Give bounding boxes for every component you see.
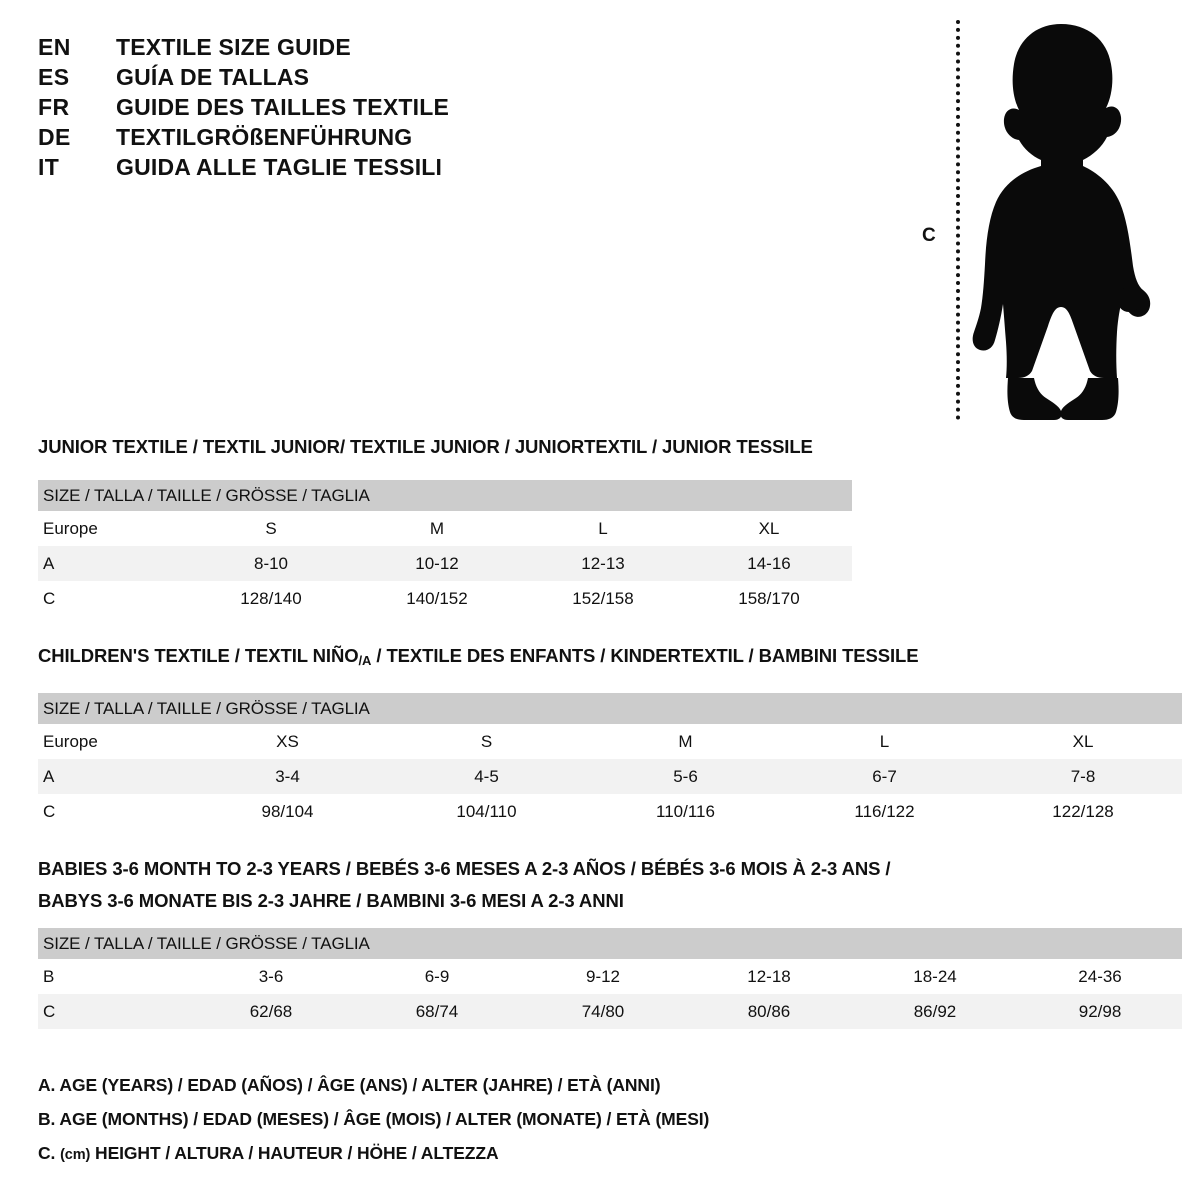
table-band-row: SIZE / TALLA / TAILLE / GRÖSSE / TAGLIA bbox=[38, 480, 852, 511]
row-label: C bbox=[38, 994, 188, 1029]
row-label: A bbox=[38, 546, 188, 581]
legend-line-b: B. AGE (MONTHS) / EDAD (MESES) / ÂGE (MO… bbox=[38, 1109, 710, 1129]
table-cell: 86/92 bbox=[852, 994, 1018, 1029]
table-cell: 116/122 bbox=[785, 794, 984, 829]
language-row: FR GUIDE DES TAILLES TEXTILE bbox=[38, 92, 738, 122]
table-cell: 18-24 bbox=[852, 959, 1018, 994]
table-cell: 12-13 bbox=[520, 546, 686, 581]
table-row: B 3-6 6-9 9-12 12-18 18-24 24-36 bbox=[38, 959, 1183, 994]
legend-line-c-pre: C. bbox=[38, 1143, 61, 1163]
table-cell: 98/104 bbox=[188, 794, 387, 829]
section-title-children-sub: /A bbox=[358, 653, 372, 668]
table-cell: 6-7 bbox=[785, 759, 984, 794]
language-code-en: EN bbox=[38, 34, 71, 60]
table-row: C 62/68 68/74 74/80 80/86 86/92 92/98 bbox=[38, 994, 1183, 1029]
table-cell: 158/170 bbox=[686, 581, 852, 616]
legend-line-a: A. AGE (YEARS) / EDAD (AÑOS) / ÂGE (ANS)… bbox=[38, 1075, 661, 1095]
height-dotted-line bbox=[956, 20, 960, 420]
table-row: Europe XS S M L XL bbox=[38, 724, 1183, 759]
table-cell: 68/74 bbox=[354, 994, 520, 1029]
language-code-fr: FR bbox=[38, 94, 70, 120]
table-cell: L bbox=[785, 724, 984, 759]
height-measure-label: C bbox=[922, 225, 936, 246]
table-cell: XL bbox=[686, 511, 852, 546]
section-title-children-pre: CHILDREN'S TEXTILE / TEXTIL NIÑO bbox=[38, 645, 359, 666]
table-band-row: SIZE / TALLA / TAILLE / GRÖSSE / TAGLIA bbox=[38, 928, 1183, 959]
language-row: IT GUIDA ALLE TAGLIE TESSILI bbox=[38, 152, 738, 182]
legend-block: A. AGE (YEARS) / EDAD (AÑOS) / ÂGE (ANS)… bbox=[38, 1068, 938, 1172]
table-cell: 80/86 bbox=[686, 994, 852, 1029]
table-cell: 5-6 bbox=[586, 759, 785, 794]
language-row: DE TEXTILGRÖßENFÜHRUNG bbox=[38, 122, 738, 152]
guide-title-es: GUÍA DE TALLAS bbox=[116, 64, 310, 90]
language-code-it: IT bbox=[38, 154, 60, 180]
table-row: A 3-4 4-5 5-6 6-7 7-8 bbox=[38, 759, 1183, 794]
table-cell: XS bbox=[188, 724, 387, 759]
table-cell: 3-4 bbox=[188, 759, 387, 794]
language-code-de: DE bbox=[38, 124, 71, 150]
child-silhouette-icon bbox=[972, 24, 1151, 420]
legend-line-c: C. (cm) HEIGHT / ALTURA / HAUTEUR / HÖHE… bbox=[38, 1136, 938, 1172]
table-row: Europe S M L XL bbox=[38, 511, 852, 546]
row-label: A bbox=[38, 759, 188, 794]
table-cell: XL bbox=[984, 724, 1183, 759]
table-cell: 9-12 bbox=[520, 959, 686, 994]
junior-size-table: SIZE / TALLA / TAILLE / GRÖSSE / TAGLIA … bbox=[38, 480, 852, 616]
section-title-babies-line1: BABIES 3-6 MONTH TO 2-3 YEARS / BEBÉS 3-… bbox=[38, 858, 891, 879]
table-cell: 8-10 bbox=[188, 546, 354, 581]
size-band-label: SIZE / TALLA / TAILLE / GRÖSSE / TAGLIA bbox=[38, 928, 1183, 959]
table-cell: 24-36 bbox=[1018, 959, 1183, 994]
row-label: B bbox=[38, 959, 188, 994]
table-cell: 12-18 bbox=[686, 959, 852, 994]
table-cell: 6-9 bbox=[354, 959, 520, 994]
table-cell: 3-6 bbox=[188, 959, 354, 994]
row-label: Europe bbox=[38, 724, 188, 759]
table-cell: S bbox=[188, 511, 354, 546]
table-cell: 7-8 bbox=[984, 759, 1183, 794]
table-cell: 128/140 bbox=[188, 581, 354, 616]
row-label: C bbox=[38, 581, 188, 616]
table-cell: 10-12 bbox=[354, 546, 520, 581]
guide-title-en: TEXTILE SIZE GUIDE bbox=[116, 34, 351, 60]
row-label: C bbox=[38, 794, 188, 829]
table-row: A 8-10 10-12 12-13 14-16 bbox=[38, 546, 852, 581]
table-row: C 128/140 140/152 152/158 158/170 bbox=[38, 581, 852, 616]
section-title-junior: JUNIOR TEXTILE / TEXTIL JUNIOR/ TEXTILE … bbox=[38, 436, 813, 457]
table-cell: 110/116 bbox=[586, 794, 785, 829]
table-row: C 98/104 104/110 110/116 116/122 122/128 bbox=[38, 794, 1183, 829]
table-cell: 104/110 bbox=[387, 794, 586, 829]
table-cell: 152/158 bbox=[520, 581, 686, 616]
table-cell: 122/128 bbox=[984, 794, 1183, 829]
babies-size-table: SIZE / TALLA / TAILLE / GRÖSSE / TAGLIA … bbox=[38, 928, 1183, 1029]
language-row: ES GUÍA DE TALLAS bbox=[38, 62, 738, 92]
children-size-table: SIZE / TALLA / TAILLE / GRÖSSE / TAGLIA … bbox=[38, 693, 1183, 829]
row-label: Europe bbox=[38, 511, 188, 546]
table-cell: 92/98 bbox=[1018, 994, 1183, 1029]
section-title-children: CHILDREN'S TEXTILE / TEXTIL NIÑO/A / TEX… bbox=[38, 643, 919, 674]
table-band-row: SIZE / TALLA / TAILLE / GRÖSSE / TAGLIA bbox=[38, 693, 1183, 724]
table-cell: 74/80 bbox=[520, 994, 686, 1029]
language-code-es: ES bbox=[38, 64, 70, 90]
guide-title-it: GUIDA ALLE TAGLIE TESSILI bbox=[116, 154, 443, 180]
legend-line-c-post: HEIGHT / ALTURA / HAUTEUR / HÖHE / ALTEZ… bbox=[90, 1143, 499, 1163]
height-measurement-figure: C bbox=[900, 14, 1190, 424]
section-title-babies-line2: BABYS 3-6 MONATE BIS 2-3 JAHRE / BAMBINI… bbox=[38, 890, 624, 911]
section-title-children-post: / TEXTILE DES ENFANTS / KINDERTEXTIL / B… bbox=[371, 645, 919, 666]
guide-title-fr: GUIDE DES TAILLES TEXTILE bbox=[116, 94, 449, 120]
table-cell: M bbox=[586, 724, 785, 759]
table-cell: L bbox=[520, 511, 686, 546]
table-cell: S bbox=[387, 724, 586, 759]
table-cell: M bbox=[354, 511, 520, 546]
language-header-block: EN TEXTILE SIZE GUIDE ES GUÍA DE TALLAS … bbox=[38, 32, 738, 182]
guide-title-de: TEXTILGRÖßENFÜHRUNG bbox=[116, 124, 413, 150]
language-row: EN TEXTILE SIZE GUIDE bbox=[38, 32, 738, 62]
table-cell: 62/68 bbox=[188, 994, 354, 1029]
legend-line-c-unit: (cm) bbox=[60, 1147, 91, 1163]
size-band-label: SIZE / TALLA / TAILLE / GRÖSSE / TAGLIA bbox=[38, 693, 1183, 724]
table-cell: 14-16 bbox=[686, 546, 852, 581]
table-cell: 4-5 bbox=[387, 759, 586, 794]
table-cell: 140/152 bbox=[354, 581, 520, 616]
size-band-label: SIZE / TALLA / TAILLE / GRÖSSE / TAGLIA bbox=[38, 480, 852, 511]
